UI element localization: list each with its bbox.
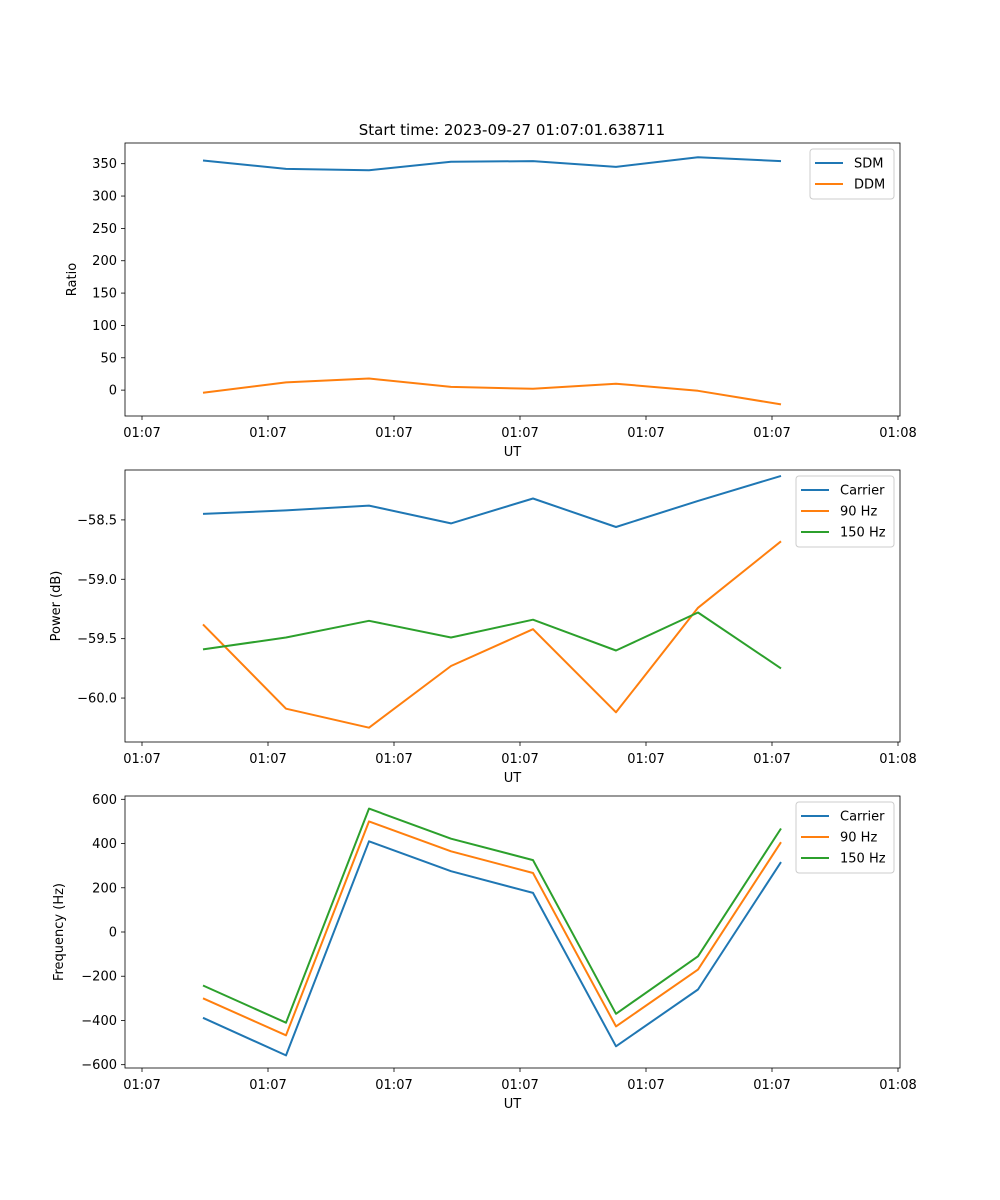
y-axis-label: Power (dB) [49,571,64,642]
y-tick-label: 200 [92,254,117,269]
legend-label: 90 Hz [840,831,877,846]
panel-3: 01:07 01:07 01:07 01:07 01:07 01:07 01:08 600 40… [52,793,917,1112]
x-tick-label: 01:07 [627,752,664,767]
legend-label: 150 Hz [840,526,886,541]
y-tick-label: 100 [92,319,117,334]
y-tick-label: −59.5 [77,632,117,647]
legend-label: SDM [854,157,883,172]
panels-container: 01:07 01:07 01:07 01:07 01:07 01:07 01:08 0 50 10… [49,142,917,1112]
y-tick-label: −400 [81,1014,117,1029]
x-tick-label: 01:07 [249,1078,286,1093]
x-tick-label: 01:07 [123,1078,160,1093]
x-axis-label: UT [504,771,522,786]
y-tick-label: −200 [81,970,117,985]
legend: SDM DDM [809,148,895,200]
axes-frame [124,469,901,743]
legend-label: 150 Hz [840,852,886,867]
legend-label: 90 Hz [840,505,877,520]
series-line-90-hz [202,820,782,1037]
x-tick-label: 01:07 [627,426,664,441]
series-line-150-hz [202,807,782,1024]
legend-box [795,475,895,548]
y-tick-label: 0 [109,384,117,399]
y-tick-label: 400 [92,837,117,852]
figure-title: Start time: 2023-09-27 01:07:01.638711 [359,121,665,139]
axes-frame [124,795,901,1069]
x-tick-label: 01:07 [501,752,538,767]
y-tick-label: 250 [92,222,117,237]
x-tick-label: 01:07 [753,752,790,767]
x-tick-label: 01:07 [753,426,790,441]
legend: Carrier 90 Hz 150 Hz [795,801,895,874]
legend-box [809,148,895,200]
x-tick-label: 01:07 [123,426,160,441]
legend-label: DDM [854,178,885,193]
panel-1: 01:07 01:07 01:07 01:07 01:07 01:07 01:08 0 50 10… [65,142,917,460]
y-axis-label: Ratio [65,263,80,296]
panel-2: 01:07 01:07 01:07 01:07 01:07 01:07 01:08 −58.5… [49,469,917,786]
x-tick-label: 01:07 [375,1078,412,1093]
x-tick-label: 01:07 [249,752,286,767]
y-tick-label: −59.0 [77,573,117,588]
y-tick-label: 600 [92,793,117,808]
x-tick-label: 01:07 [249,426,286,441]
legend: Carrier 90 Hz 150 Hz [795,475,895,548]
x-tick-label: 01:08 [879,752,916,767]
y-tick-label: −60.0 [77,692,117,707]
y-tick-label: 50 [100,351,117,366]
axes-frame [124,142,901,417]
series-line-ddm [202,377,782,406]
series-line-carrier [202,474,782,528]
y-tick-label: −58.5 [77,513,117,528]
y-tick-label: 300 [92,190,117,205]
x-tick-label: 01:08 [879,426,916,441]
series-line-150-hz [202,611,782,670]
y-tick-label: 350 [92,157,117,172]
x-tick-label: 01:07 [753,1078,790,1093]
x-tick-label: 01:07 [123,752,160,767]
x-tick-label: 01:07 [375,752,412,767]
y-tick-label: 150 [92,287,117,302]
series-line-carrier [202,840,782,1057]
x-tick-label: 01:07 [501,1078,538,1093]
x-axis-label: UT [504,1097,522,1112]
x-tick-label: 01:08 [879,1078,916,1093]
legend-box [795,801,895,874]
x-tick-label: 01:07 [627,1078,664,1093]
series-line-90-hz [202,540,782,729]
x-tick-label: 01:07 [375,426,412,441]
legend-label: Carrier [840,484,885,499]
x-tick-label: 01:07 [501,426,538,441]
x-axis-label: UT [504,445,522,460]
series-line-sdm [202,156,782,172]
legend-label: Carrier [840,810,885,825]
y-tick-label: −600 [81,1058,117,1073]
y-tick-label: 0 [109,926,117,941]
y-tick-label: 200 [92,881,117,896]
y-axis-label: Frequency (Hz) [52,883,67,981]
